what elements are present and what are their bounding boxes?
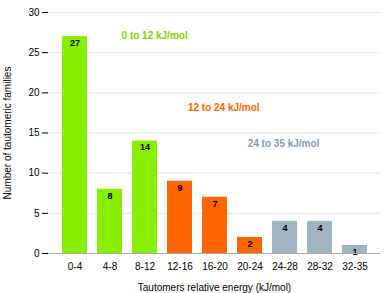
svg-text:8-12: 8-12: [135, 261, 155, 272]
svg-text:27: 27: [70, 38, 80, 48]
svg-text:25: 25: [28, 47, 40, 58]
svg-text:4: 4: [282, 223, 287, 233]
svg-text:7: 7: [212, 199, 217, 209]
svg-text:28-32: 28-32: [307, 261, 333, 272]
svg-text:Tautomers relative energy (kJ/: Tautomers relative energy (kJ/mol): [138, 282, 291, 293]
svg-text:8: 8: [107, 191, 112, 201]
svg-text:30: 30: [28, 7, 40, 18]
svg-text:4-8: 4-8: [103, 261, 118, 272]
svg-text:5: 5: [34, 208, 40, 219]
svg-text:12-16: 12-16: [167, 261, 193, 272]
svg-text:0 to 12 kJ/mol: 0 to 12 kJ/mol: [122, 30, 188, 41]
svg-text:1: 1: [352, 247, 357, 257]
svg-text:32-35: 32-35: [342, 261, 368, 272]
svg-text:0-4: 0-4: [68, 261, 83, 272]
svg-text:12 to 24 kJ/mol: 12 to 24 kJ/mol: [188, 102, 260, 113]
svg-text:Number of tautomeric families: Number of tautomeric families: [2, 67, 13, 200]
svg-text:0: 0: [34, 248, 40, 259]
svg-text:15: 15: [28, 127, 40, 138]
svg-text:24 to 35 kJ/mol: 24 to 35 kJ/mol: [248, 138, 320, 149]
svg-text:10: 10: [28, 167, 40, 178]
svg-text:20-24: 20-24: [237, 261, 263, 272]
svg-text:16-20: 16-20: [202, 261, 228, 272]
svg-text:4: 4: [317, 223, 322, 233]
svg-text:2: 2: [247, 239, 252, 249]
svg-text:20: 20: [28, 87, 40, 98]
svg-text:9: 9: [177, 183, 182, 193]
svg-text:14: 14: [140, 142, 150, 152]
svg-text:24-28: 24-28: [272, 261, 298, 272]
